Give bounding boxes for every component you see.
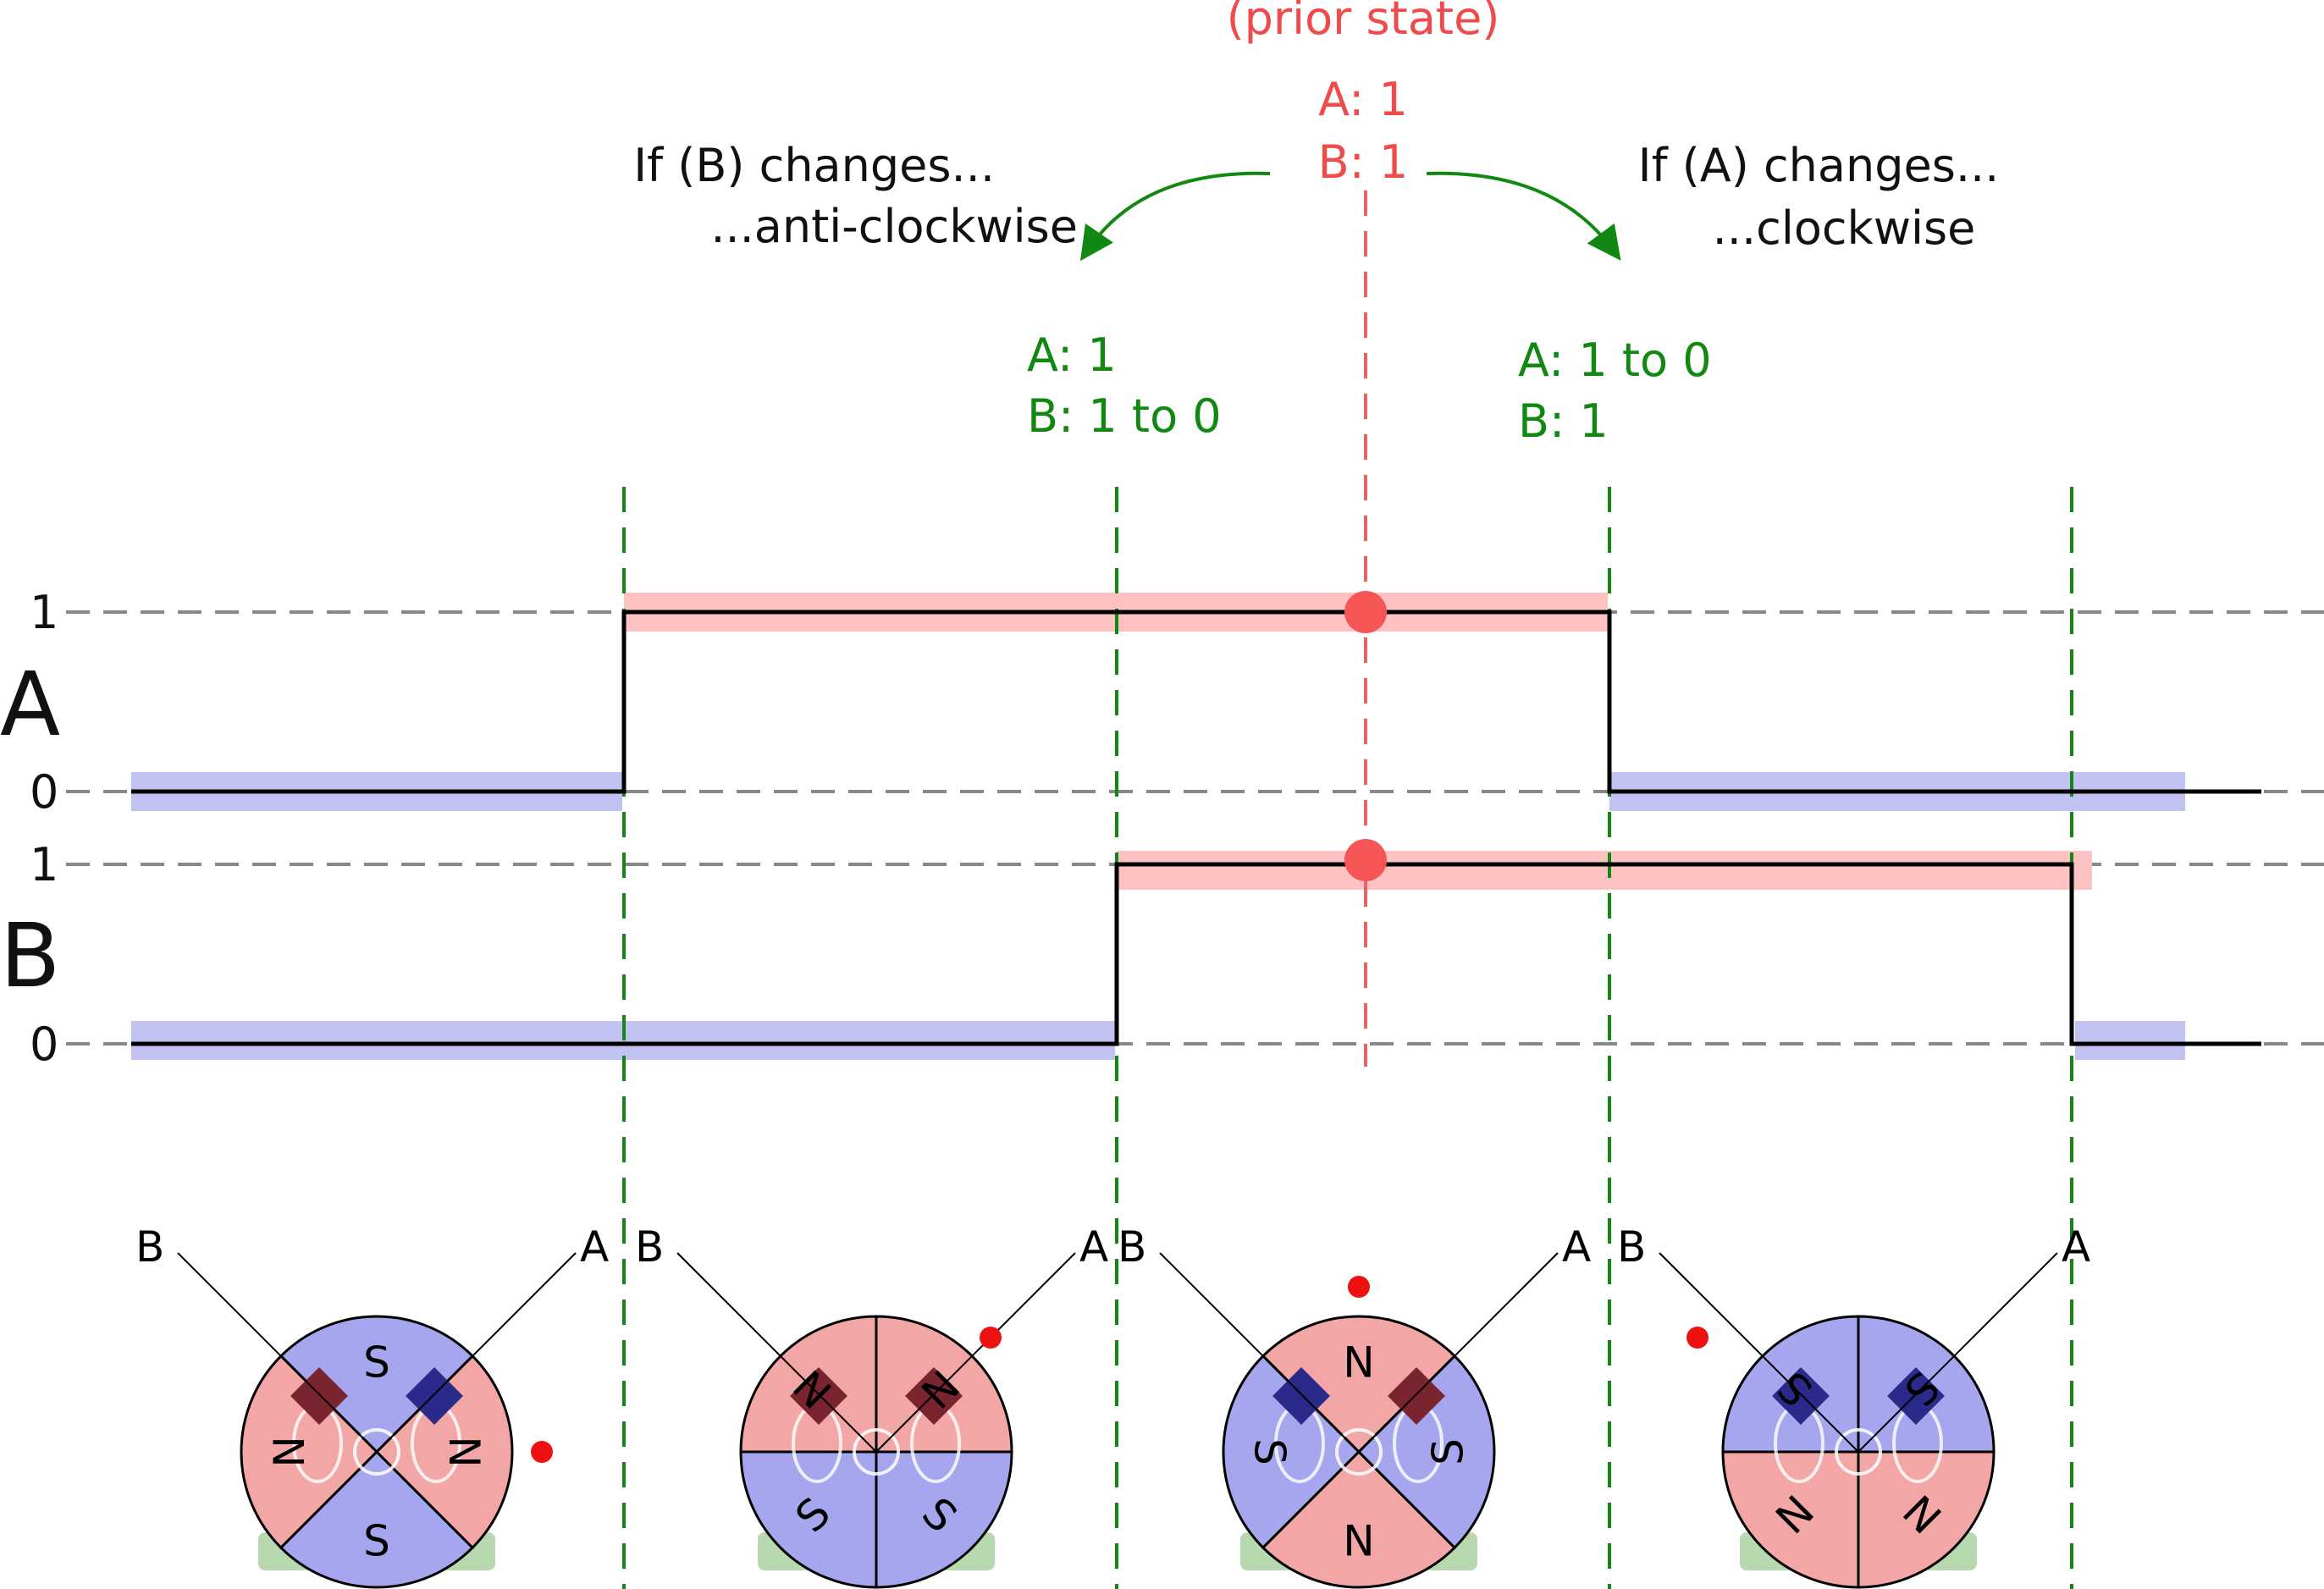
- magnet-illustrations: SNSNABNNSSABNSNSABSSNNAB: [135, 1222, 2090, 1589]
- prior-state-a: A: 1: [1318, 73, 1408, 126]
- b-level-zero-label: 0: [30, 1018, 58, 1071]
- center-hole: [1335, 1428, 1383, 1476]
- rotation-dot: [980, 1327, 1002, 1349]
- anticlockwise-annotation: If (B) changes... ...anti-clockwise: [633, 139, 1078, 253]
- anticlockwise-state-a: A: 1: [1027, 328, 1117, 382]
- magnet-quadrant-red: [1261, 1315, 1457, 1454]
- pole-label: S: [363, 1517, 390, 1566]
- b-level-one-label: 1: [30, 838, 58, 891]
- sensor-line-b: [1159, 1252, 1360, 1453]
- sensor-a-label: A: [1079, 1222, 1108, 1272]
- pole-label: N: [442, 1436, 491, 1467]
- waveform-a: [131, 610, 2261, 794]
- channel-b-label: B: [0, 904, 60, 1007]
- hall-sensor: [1388, 1367, 1445, 1425]
- prior-state-dot-b: [1344, 839, 1387, 881]
- prior-state-b: B: 1: [1318, 135, 1409, 189]
- highlight-bands: [131, 593, 2185, 1060]
- magnet-quadrant-blue: [875, 1450, 1013, 1589]
- anticlockwise-state-b: B: 1 to 0: [1027, 389, 1222, 443]
- sensor-line-b: [676, 1252, 877, 1453]
- pole-label: N: [262, 1436, 312, 1467]
- hall-sensor: [1887, 1367, 1945, 1425]
- clockwise-state-b: B: 1: [1518, 394, 1609, 448]
- clockwise-line1: If (A) changes...: [1638, 139, 2000, 192]
- clockwise-line2: ...clockwise: [1713, 201, 1976, 255]
- magnet-quadrant-red: [1261, 1449, 1457, 1589]
- sensor-b-label: B: [1617, 1222, 1646, 1272]
- waveform-b: [131, 862, 2261, 1046]
- sensor-b-label: B: [1118, 1222, 1146, 1272]
- anticlockwise-state: A: 1 B: 1 to 0: [1027, 328, 1222, 443]
- prior-state-title: (prior state): [1227, 0, 1500, 45]
- hall-sensor: [1772, 1367, 1830, 1425]
- magnet-2: NNSSAB: [635, 1222, 1108, 1589]
- level-reference-lines: [66, 610, 2324, 1046]
- axis-labels: 1 A 0 1 B 0: [0, 586, 60, 1071]
- b-high-band: [1117, 851, 2092, 890]
- sensor-a-label: A: [2062, 1222, 2090, 1272]
- center-hole: [353, 1428, 400, 1476]
- clockwise-state-a: A: 1 to 0: [1518, 334, 1712, 387]
- magnet-quadrant-red: [374, 1354, 514, 1550]
- rotation-dot: [1348, 1276, 1370, 1298]
- pole-label: S: [1245, 1438, 1294, 1465]
- sensor-b-label: B: [635, 1222, 664, 1272]
- magnet-quadrant-blue: [279, 1449, 475, 1589]
- anticlockwise-line2: ...anti-clockwise: [710, 200, 1078, 253]
- magnet-quadrant-blue: [1356, 1354, 1496, 1550]
- magnet-quadrant-blue: [279, 1315, 475, 1454]
- magnet-4: SSNNAB: [1617, 1222, 2090, 1589]
- hall-sensor: [406, 1367, 463, 1425]
- anticlockwise-line1: If (B) changes...: [633, 139, 995, 192]
- magnet-quadrant-blue: [1222, 1354, 1361, 1550]
- magnet-3: N S N S A B: [1118, 1222, 1591, 1589]
- a-level-zero-label: 0: [30, 765, 58, 819]
- anticlockwise-arrow: [1079, 171, 1271, 262]
- prior-state-annotation: (prior state) A: 1 B: 1: [1227, 0, 1500, 189]
- a-level-one-label: 1: [30, 586, 58, 639]
- pole-label: S: [363, 1338, 390, 1387]
- hall-sensor: [905, 1367, 963, 1425]
- clockwise-annotation: If (A) changes... ...clockwise: [1638, 139, 2000, 255]
- sensor-line-b: [1659, 1252, 1859, 1453]
- pole-label: N: [1343, 1517, 1374, 1566]
- magnet-quadrant-red: [1857, 1450, 1996, 1589]
- center-hole: [853, 1428, 900, 1476]
- magnet-quadrant-red: [240, 1354, 379, 1550]
- channel-a-label: A: [0, 653, 60, 756]
- magnet-1: S N S N A B: [135, 1222, 609, 1589]
- pole-label: N: [1343, 1338, 1374, 1387]
- hall-sensor: [290, 1367, 348, 1425]
- magnet-quadrant-red: [1721, 1450, 1860, 1589]
- clockwise-state: A: 1 to 0 B: 1: [1518, 334, 1712, 448]
- sensor-a-label: A: [580, 1222, 609, 1272]
- pole-label: S: [1424, 1438, 1473, 1465]
- sensor-line-a: [1858, 1252, 2058, 1453]
- center-hole: [1835, 1428, 1882, 1476]
- rotation-dot: [531, 1441, 553, 1463]
- b-low-band-right: [2075, 1021, 2185, 1060]
- sensor-b-label: B: [135, 1222, 164, 1272]
- clockwise-arrow: [1426, 171, 1621, 261]
- magnet-quadrant-blue: [739, 1450, 878, 1589]
- sensor-a-label: A: [1562, 1222, 1591, 1272]
- hall-sensor: [790, 1367, 847, 1425]
- sensor-line-a: [875, 1252, 1076, 1453]
- sensor-line-a: [1358, 1252, 1559, 1453]
- sensor-line-a: [376, 1252, 577, 1453]
- hall-sensor: [1272, 1367, 1330, 1425]
- sensor-line-b: [177, 1252, 378, 1453]
- prior-state-dot-a: [1344, 591, 1387, 633]
- rotation-dot: [1686, 1327, 1708, 1349]
